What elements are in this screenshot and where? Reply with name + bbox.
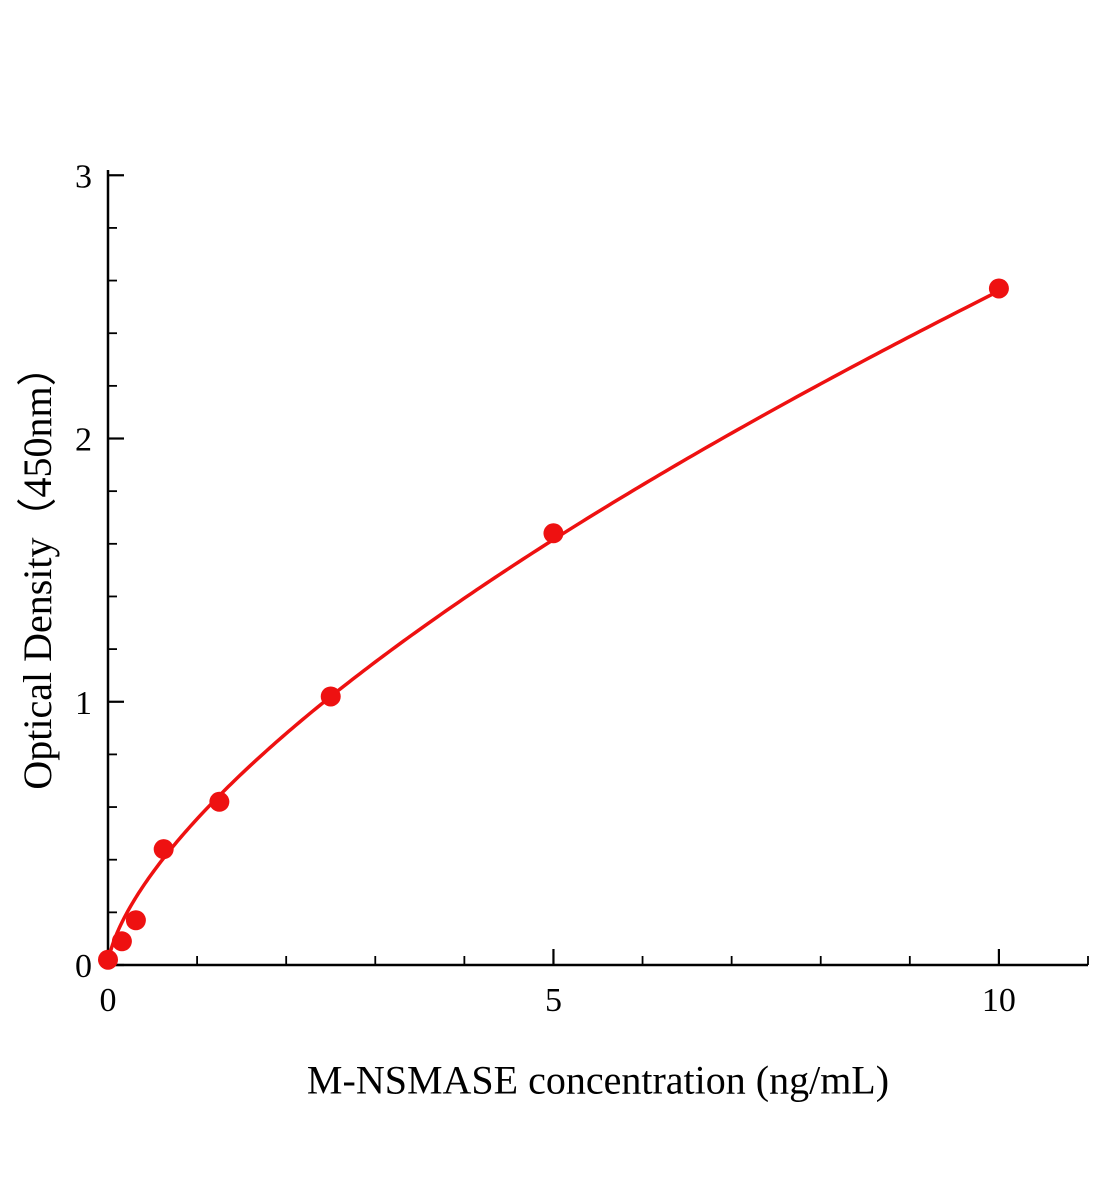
- x-tick-label: 10: [982, 982, 1016, 1019]
- fit-curve: [106, 289, 1001, 967]
- data-point: [125, 910, 146, 931]
- y-tick-label: 1: [75, 685, 92, 722]
- axes-lines: [106, 170, 1088, 967]
- data-point: [320, 686, 341, 707]
- data-point: [209, 791, 230, 812]
- x-tick-label: 0: [100, 982, 117, 1019]
- x-tick-label: 5: [545, 982, 562, 1019]
- data-point: [111, 931, 132, 952]
- data-point: [988, 278, 1009, 299]
- data-point: [98, 949, 118, 970]
- y-axis-title: Optical Density（450nm）: [15, 346, 60, 790]
- y-tick-label: 2: [75, 422, 92, 459]
- x-axis-title: M-NSMASE concentration (ng/mL): [306, 1057, 890, 1103]
- y-tick-label: 0: [75, 948, 92, 985]
- data-point: [543, 523, 564, 544]
- y-tick-label: 3: [75, 158, 92, 195]
- data-point: [153, 839, 174, 860]
